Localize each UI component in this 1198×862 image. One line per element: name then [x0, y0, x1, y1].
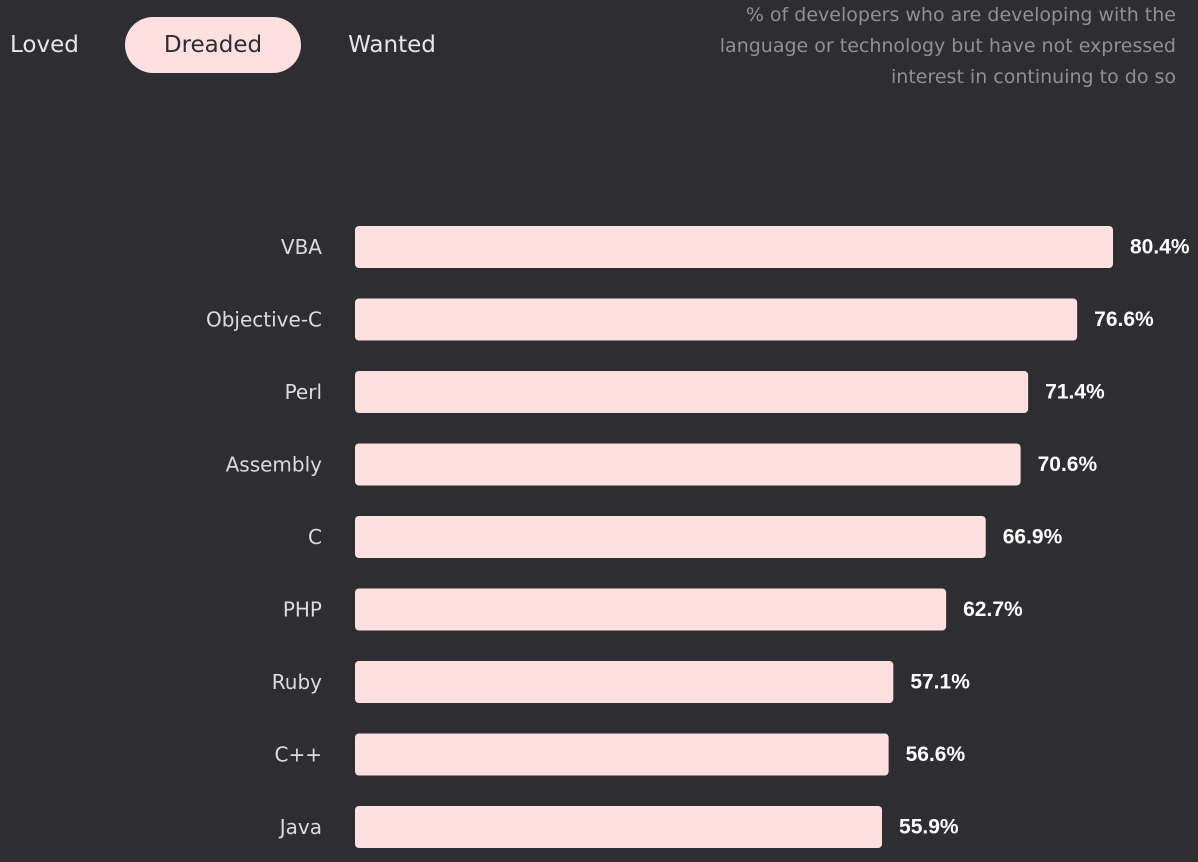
value-label-php: 62.7%: [963, 598, 1023, 621]
bar-perl: [355, 371, 1029, 413]
value-label-assembly: 70.6%: [1038, 453, 1098, 476]
chart-description: % of developers who are developing with …: [719, 4, 1176, 88]
value-label-java: 55.9%: [899, 816, 959, 839]
value-label-objective-c: 76.6%: [1094, 308, 1154, 331]
category-label-cplusplus: C++: [275, 743, 322, 767]
bar-java: [355, 806, 883, 848]
category-label-c: C: [308, 525, 322, 549]
tab-dreaded[interactable]: Dreaded: [125, 17, 301, 73]
bar-vba: [355, 226, 1113, 268]
category-label-vba: VBA: [281, 235, 322, 259]
bar-assembly: [355, 443, 1021, 486]
category-label-php: PHP: [283, 598, 322, 622]
bar-php: [355, 588, 947, 631]
category-label-objective-c: Objective-C: [206, 308, 322, 332]
category-label-java: Java: [278, 815, 322, 839]
value-label-c: 66.9%: [1003, 526, 1063, 549]
tab-loved[interactable]: Loved: [10, 32, 79, 58]
value-label-vba: 80.4%: [1130, 236, 1190, 259]
value-label-cplusplus: 56.6%: [906, 743, 966, 766]
category-label-assembly: Assembly: [226, 453, 323, 477]
tab-wanted[interactable]: Wanted: [348, 32, 436, 58]
bar-objective-c: [355, 298, 1078, 341]
bar-c: [355, 516, 986, 558]
category-label-ruby: Ruby: [272, 670, 322, 694]
value-label-perl: 71.4%: [1045, 381, 1105, 404]
bar-cplusplus: [355, 733, 889, 776]
category-label-perl: Perl: [285, 380, 322, 404]
bar-ruby: [355, 661, 894, 703]
value-label-ruby: 57.1%: [910, 671, 970, 694]
